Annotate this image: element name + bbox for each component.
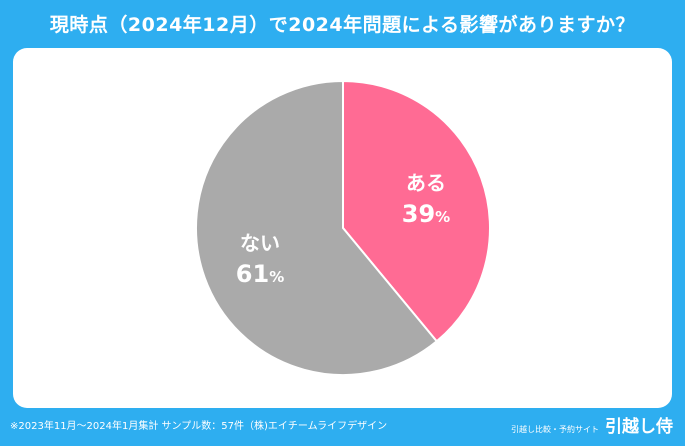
pie-chart: ある 39% ない 61% [195,79,491,376]
slice-label-1: ない [240,231,280,255]
brand-tagline: 引越し比較・予約サイト [511,425,599,434]
pie-slice-1 [195,79,439,376]
chart-panel: ある 39% ない 61% [13,48,672,408]
pie-slice-0 [342,79,491,343]
brand-logo: 引越し比較・予約サイト 引越し侍 [511,412,673,437]
survey-footnote: ※2023年11月～2024年1月集計 サンプル数：57件（株)エイチームライフ… [10,421,388,432]
slice-value-0: 39% [402,200,450,228]
brand-name: 引越し侍 [605,417,673,437]
slice-value-1: 61% [236,260,284,288]
slice-label-0: ある [406,171,446,195]
chart-title: 現時点（2024年12月）で2024年問題による影響がありますか？ [49,13,636,36]
